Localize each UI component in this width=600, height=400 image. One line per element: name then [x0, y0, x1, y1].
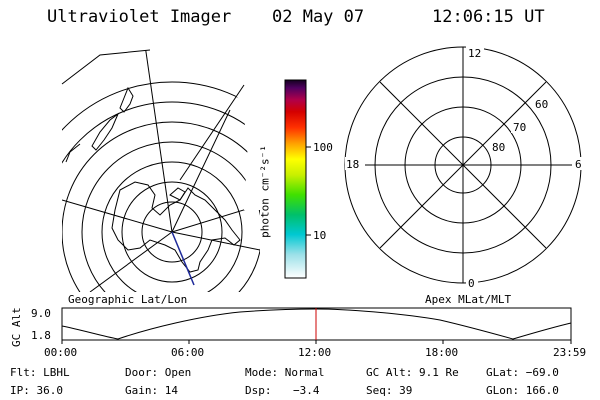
- colorbar-scale: [284, 79, 307, 279]
- time-tick-1200: 12:00: [298, 346, 331, 359]
- status-glat: GLat: −69.0: [486, 366, 559, 379]
- status-seq: Seq: 39: [366, 384, 413, 397]
- alt-tick-1-8: 1.8: [31, 329, 51, 342]
- lat-label-80: 80: [492, 141, 505, 154]
- lat-label-60: 60: [535, 98, 548, 111]
- status-glon: GLon: 166.0: [486, 384, 559, 397]
- colorbar: 100 10: [284, 79, 333, 279]
- status-mode: Mode: Normal: [245, 366, 325, 379]
- time-tick-2359: 23:59: [553, 346, 586, 359]
- status-filter: Flt: LBHL: [10, 366, 70, 379]
- status-gc-alt: GC Alt: 9.1 Re: [366, 366, 459, 379]
- lat-label-70: 70: [513, 121, 526, 134]
- status-door: Door: Open: [125, 366, 192, 379]
- time-tick-1800: 18:00: [425, 346, 458, 359]
- mlt-label-6: 6: [575, 158, 582, 171]
- mag-plot-label: Apex MLat/MLT: [425, 293, 512, 306]
- mlt-label-18: 18: [346, 158, 359, 171]
- status-dsp-label: Dsp:: [245, 384, 272, 397]
- time-tick-0600: 06:00: [171, 346, 204, 359]
- geo-grid: [62, 50, 260, 292]
- time-label: 12:06:15 UT: [432, 7, 545, 27]
- coastlines: [65, 86, 241, 273]
- geo-map-label: Geographic Lat/Lon: [68, 293, 188, 306]
- instrument-title: Ultraviolet Imager: [47, 7, 232, 27]
- time-tick-0000: 00:00: [44, 346, 77, 359]
- satellite-track: [171, 231, 195, 286]
- date-label: 02 May 07: [272, 7, 365, 27]
- status-dsp-value: −3.4: [293, 384, 320, 397]
- mlt-label-0: 0: [468, 277, 475, 290]
- alt-axis-label: GC Alt: [10, 307, 23, 347]
- alt-tick-9: 9.0: [31, 307, 51, 320]
- colorbar-tick-100: 100: [313, 141, 333, 154]
- colorbar-tick-10: 10: [313, 229, 326, 242]
- status-gain: Gain: 14: [125, 384, 178, 397]
- mlt-label-12: 12: [468, 47, 481, 60]
- status-ip: IP: 36.0: [10, 384, 63, 397]
